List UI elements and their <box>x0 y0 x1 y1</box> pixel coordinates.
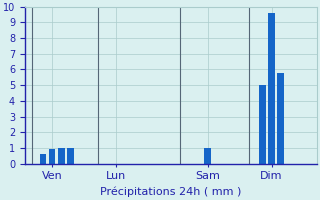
Bar <box>259 85 266 164</box>
Bar <box>58 148 65 164</box>
X-axis label: Précipitations 24h ( mm ): Précipitations 24h ( mm ) <box>100 187 242 197</box>
Bar <box>67 148 74 164</box>
Bar <box>204 148 211 164</box>
Bar <box>40 154 46 164</box>
Bar <box>268 13 275 164</box>
Bar <box>49 149 55 164</box>
Bar <box>277 73 284 164</box>
